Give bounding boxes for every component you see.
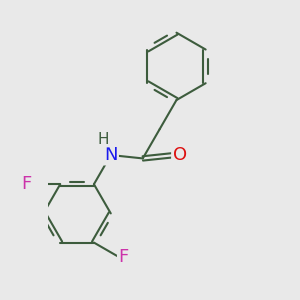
Text: F: F [22,175,32,193]
Text: H: H [97,132,109,147]
Text: N: N [104,146,118,164]
Text: F: F [118,248,129,266]
Text: O: O [172,146,187,164]
